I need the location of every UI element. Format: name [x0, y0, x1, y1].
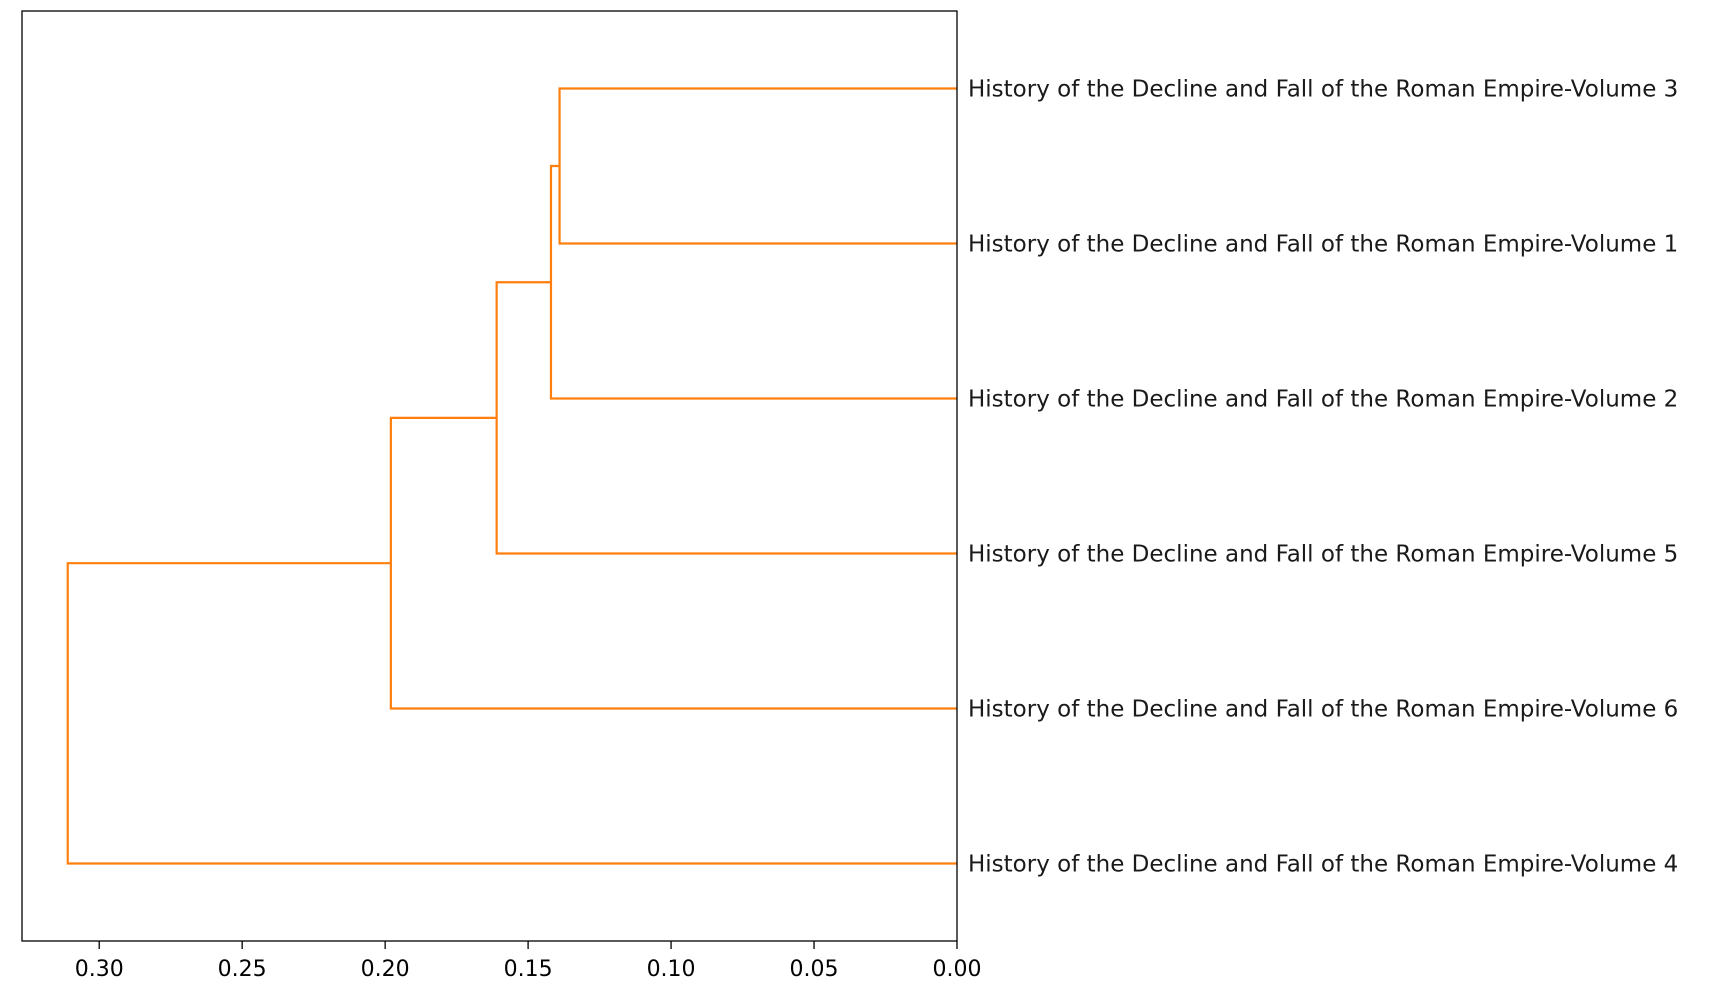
leaf-labels: History of the Decline and Fall of the R…	[968, 77, 1678, 878]
dendrogram-link	[66, 562, 957, 865]
dendrogram-link	[549, 164, 957, 400]
leaf-label: History of the Decline and Fall of the R…	[968, 232, 1678, 258]
dendrogram-link	[495, 281, 957, 555]
dendrogram-link	[389, 416, 957, 710]
axes-frame	[21, 10, 958, 942]
x-tick-label: 0.25	[218, 957, 267, 982]
x-tick-label: 0.10	[647, 957, 696, 982]
x-tick-label: 0.00	[933, 957, 982, 982]
leaf-label: History of the Decline and Fall of the R…	[968, 77, 1678, 103]
x-tick-label: 0.15	[504, 957, 553, 982]
leaf-label: History of the Decline and Fall of the R…	[968, 697, 1678, 723]
x-axis-ticks: 0.30 0.25 0.20 0.15 0.10 0.05 0.00	[75, 941, 982, 982]
x-tick-label: 0.20	[361, 957, 410, 982]
leaf-label: History of the Decline and Fall of the R…	[968, 387, 1678, 413]
leaf-label: History of the Decline and Fall of the R…	[968, 852, 1678, 878]
leaf-label: History of the Decline and Fall of the R…	[968, 542, 1678, 568]
x-tick-label: 0.30	[75, 957, 124, 982]
dendrogram-links	[66, 87, 957, 865]
dendrogram-link	[558, 87, 957, 245]
x-tick-label: 0.05	[790, 957, 839, 982]
